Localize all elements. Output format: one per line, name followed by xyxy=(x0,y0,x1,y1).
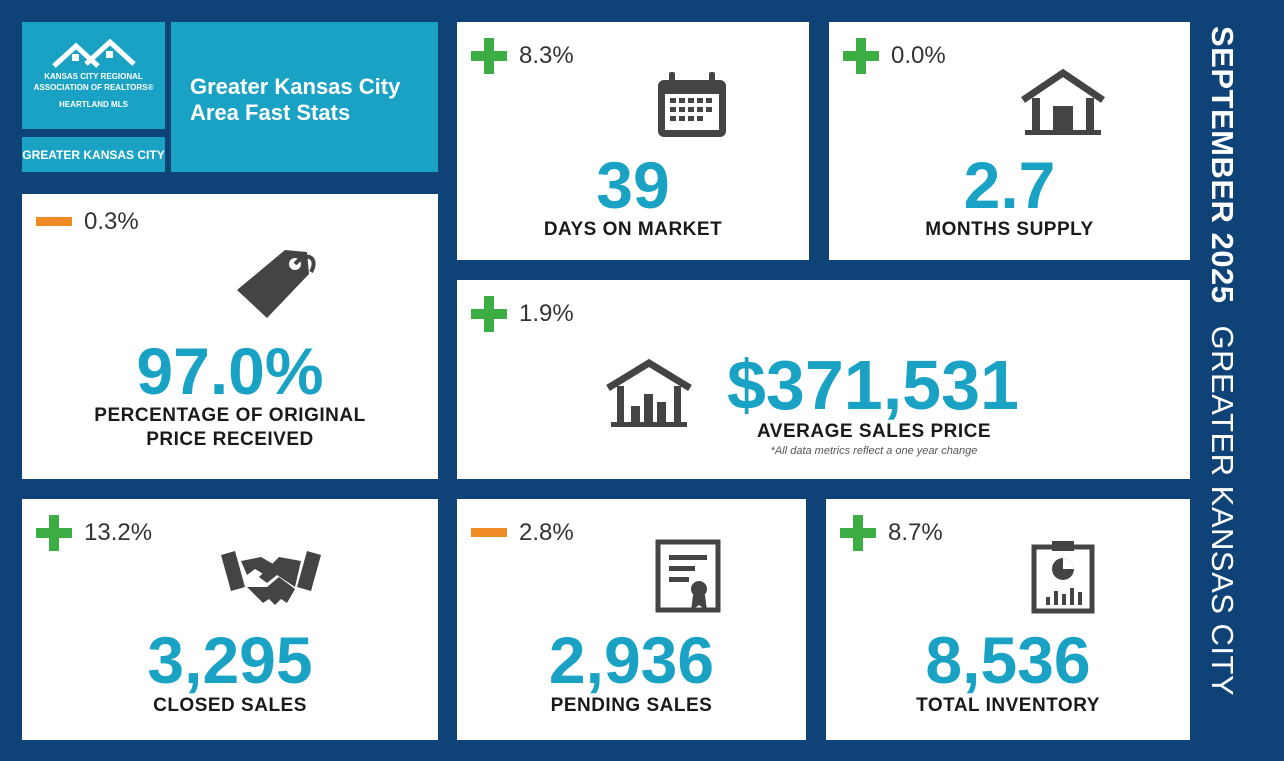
increase-icon xyxy=(471,38,507,74)
clipboard-chart-icon xyxy=(1031,541,1095,614)
sidebar-vertical-text: SEPTEMBER 2025 GREATER KANSAS CITY xyxy=(1204,26,1240,696)
stat-value: 2.7 xyxy=(963,148,1056,222)
stat-value: 2,936 xyxy=(548,623,715,697)
handshake-icon xyxy=(221,551,321,605)
stat-value: 97.0% xyxy=(136,334,324,408)
stat-label: PENDING SALES xyxy=(550,695,713,716)
change-indicator: 0.3% xyxy=(36,204,139,240)
change-indicator: 2.8% xyxy=(471,515,574,551)
stat-card-closed-sales: 13.2% 3,295 CLOSED SALES xyxy=(22,499,438,740)
header-panel: Greater Kansas City Area Fast Stats xyxy=(171,22,438,172)
stat-value: 39 xyxy=(596,148,670,222)
logo-houses-icon xyxy=(52,38,136,68)
certificate-icon xyxy=(655,539,721,613)
change-value: 8.3% xyxy=(519,42,574,69)
stat-card-pending-sales: 2.8% 2,936 PENDING SALES xyxy=(457,499,806,740)
stat-label: DAYS ON MARKET xyxy=(543,219,723,240)
page-title: Greater Kansas City Area Fast Stats xyxy=(190,74,401,125)
stat-value: 8,536 xyxy=(925,623,1091,697)
calendar-icon xyxy=(658,72,726,137)
logo-panel: KANSAS CITY REGIONAL ASSOCIATION OF REAL… xyxy=(22,22,165,129)
increase-icon xyxy=(471,296,507,332)
stat-card-months-supply: 0.0% 2.7 MONTHS SUPPLY xyxy=(829,22,1190,260)
stat-value: 3,295 xyxy=(147,623,313,697)
stat-label: MONTHS SUPPLY xyxy=(925,219,1094,240)
footnote: *All data metrics reflect a one year cha… xyxy=(770,445,978,457)
decrease-icon xyxy=(36,204,72,240)
stat-value: $371,531 xyxy=(727,346,1019,424)
change-value: 0.0% xyxy=(891,42,946,69)
change-indicator: 13.2% xyxy=(36,515,152,551)
house-icon xyxy=(1021,68,1105,135)
change-value: 2.8% xyxy=(519,519,574,546)
change-indicator: 0.0% xyxy=(843,38,946,74)
change-value: 8.7% xyxy=(888,519,943,546)
stat-card-average-sales-price: 1.9% $371,531 AVERAGE SALES PRICE *All d… xyxy=(457,280,1190,479)
change-indicator: 1.9% xyxy=(471,296,574,332)
stat-card-total-inventory: 8.7% 8,536 TOTAL INVENTORY xyxy=(826,499,1190,740)
stat-card-days-on-market: 8.3% 39 DAYS ON MARKET xyxy=(457,22,809,260)
decrease-icon xyxy=(471,515,507,551)
house-chart-icon xyxy=(606,358,692,427)
stat-label: AVERAGE SALES PRICE xyxy=(756,421,992,442)
increase-icon xyxy=(36,515,72,551)
logo-org-line2: ASSOCIATION OF REALTORS® xyxy=(33,83,154,92)
region-badge: GREATER KANSAS CITY xyxy=(22,137,165,172)
stat-label-line2: PRICE RECEIVED xyxy=(146,429,314,450)
sidebar-month: SEPTEMBER 2025 xyxy=(1205,26,1240,304)
change-value: 13.2% xyxy=(84,519,153,546)
increase-icon xyxy=(840,515,876,551)
change-value: 0.3% xyxy=(84,208,139,235)
logo-org-line3: HEARTLAND MLS xyxy=(59,100,128,109)
region-badge-text: GREATER KANSAS CITY xyxy=(22,148,165,162)
logo-org-line1: KANSAS CITY REGIONAL xyxy=(44,72,143,81)
stat-label-line1: PERCENTAGE OF ORIGINAL xyxy=(94,405,366,426)
change-indicator: 8.7% xyxy=(840,515,943,551)
sidebar-area: GREATER KANSAS CITY xyxy=(1205,325,1240,697)
change-indicator: 8.3% xyxy=(471,38,574,74)
stat-label: TOTAL INVENTORY xyxy=(916,695,1100,716)
change-value: 1.9% xyxy=(519,300,574,327)
increase-icon xyxy=(843,38,879,74)
stat-card-pct-original-price: 0.3% 97.0% PERCENTAGE OF ORIGINAL PRICE … xyxy=(22,194,438,479)
price-tag-icon xyxy=(237,250,316,318)
stat-label: CLOSED SALES xyxy=(153,695,307,716)
